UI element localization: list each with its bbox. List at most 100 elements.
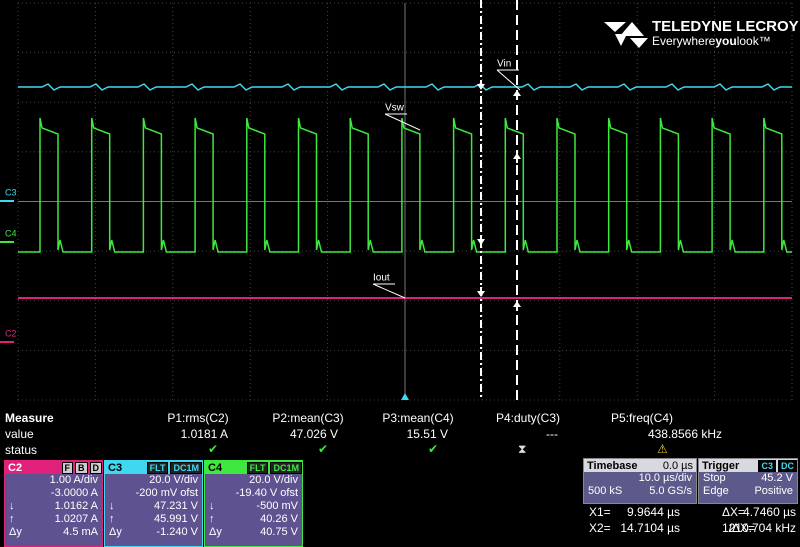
cursor-value: 1.0207 A [54,513,98,525]
row-label: value [5,427,34,441]
scope-display: Vin Vsw Iout C3 C4 C2 TELEDYNE LECROYEverywher… [0,0,799,401]
param-value: --- [546,427,558,441]
cursor-arrow-head [477,239,485,245]
channel-name: C4 [208,461,223,474]
logo-brand: TELEDYNE LECROY [652,18,799,35]
channel-offset: -3.0000 A [50,487,98,499]
cursor-symbol: ↑ [9,513,15,525]
cursor-readout: X2= [589,521,611,535]
trigger-key: Stop [703,472,726,484]
cursor-row: Δy 40.75 V [205,526,302,539]
timebase-rate: 5.0 GS/s [649,485,692,497]
cursor-value: 40.75 V [260,526,298,538]
timebase-box: Timebase 0.0 µs 10.0 µs/div 500 kS 5.0 GS/s [583,458,697,504]
tagline-part: you [715,34,736,48]
param-label: P4:duty(C3) [495,411,561,425]
param-status: ✔ [208,442,219,456]
cursor-row: ↑ 45.991 V [105,513,202,526]
timebase-row: 500 kS 5.0 GS/s [584,485,696,498]
cursor-symbol: ↑ [109,513,115,525]
channel-offset: -19.40 V ofst [235,487,298,499]
param-status: ⧗ [518,442,527,456]
param-value: 438.8566 kHz [647,427,722,441]
cursor-row: ↓ 1.0162 A [5,500,102,513]
cursor-symbol: Δy [9,526,22,538]
cursor-symbol: ↓ [109,500,115,512]
timebase-samples: 500 kS [588,485,623,497]
trigger-header: Trigger C3 DC [699,459,797,472]
cursor-value: 4.5 mA [63,526,98,538]
timebase-title: Timebase [587,459,638,472]
channel-tag: F [61,461,73,474]
channel-name: C2 [8,461,23,474]
cursor-row: ↑ 40.26 V [205,513,302,526]
cursor-readout: 1/ΔX= [722,521,756,535]
trace-label: Vsw [385,103,405,114]
trigger-source: C3 [758,459,776,472]
trigger-value: Positive [754,485,793,497]
channel-tag: DC1M [270,461,302,474]
cursor-readout: ΔX= [722,505,746,519]
cursor-arrow-head [477,84,485,90]
cursor-readout: 14.7104 µs [620,521,680,535]
channel-marker: C3 [5,187,17,197]
channel-box: C3 FLT DC1M 20.0 V/div -200 mV ofst ↓ 47.231 V… [104,460,203,547]
cursor-symbol: ↓ [9,500,15,512]
trigger-coupling: DC [778,459,797,472]
param-status: ⚠ [657,442,668,456]
param-label: P2:mean(C3) [272,411,344,425]
timebase-header: Timebase 0.0 µs [584,459,696,472]
channel-header: C3 FLT DC1M [105,461,202,474]
trace-label: Iout [373,273,390,284]
cursor-readout: 210.704 kHz [728,521,796,535]
channel-tag: B [75,461,88,474]
cursor-value: 45.991 V [153,513,198,525]
cursor-symbol: Δy [109,526,122,538]
trigger-value: 45.2 V [761,472,793,484]
label-leader [384,113,421,131]
channel-scale: 1.00 A/div [49,474,98,486]
cursor-row: ↑ 1.0207 A [5,513,102,526]
cursor-row: Δy -1.240 V [105,526,202,539]
cursor-readout: 4.7460 µs [743,505,796,519]
cursor-arrow-head [513,301,521,307]
label-leader [496,69,521,91]
channel-tag: D [89,461,102,474]
channel-marker: C2 [5,328,17,338]
param-value: 47.026 V [289,427,338,441]
channel-tag: FLT [146,461,169,474]
param-label: P1:rms(C2) [167,411,229,425]
cursor-readout: 9.9644 µs [627,505,680,519]
cursor-row: ↓ 47.231 V [105,500,202,513]
cursor-symbol: Δy [209,526,222,538]
cursor-symbol: ↑ [209,513,215,525]
cursor-row: ↓ -500 mV [205,500,302,513]
timebase-scale: 10.0 µs/div [638,472,692,484]
param-label: P5:freq(C4) [610,411,674,425]
tagline-part: Everywhere [652,34,716,48]
trigger-box: Trigger C3 DC Stop 45.2 V Edge Positive [698,458,798,504]
channel-tag: DC1M [170,461,202,474]
channel-scale: 20.0 V/div [249,474,298,486]
cursor-value: -500 mV [256,500,298,512]
channel-header: C2 F B D [5,461,102,474]
cursor-row: Δy 4.5 mA [5,526,102,539]
channel-tag: FLT [246,461,269,474]
cursor-value: 40.26 V [260,513,298,525]
trace-c4 [18,117,792,253]
param-value: 1.0181 A [180,427,228,441]
channel-box: C4 FLT DC1M 20.0 V/div -19.40 V ofst ↓ -500 mV… [204,460,303,547]
trigger-row: Edge Positive [699,485,797,498]
channel-offset: -200 mV ofst [135,487,198,499]
cursor-value: 1.0162 A [54,500,98,512]
param-status: ✔ [428,442,439,456]
trace-c3 [18,83,792,91]
trigger-marker [401,393,409,400]
logo-tagline: Everywhereyoulook™ [652,34,771,48]
channel-box: C2 F B D 1.00 A/div -3.0000 A ↓ 1.0162 A ↑ 1.0207… [4,460,103,547]
tagline-part: look™ [737,34,771,48]
param-label: P6:- - - [718,411,800,425]
logo-icon [604,22,648,48]
param-status: ✔ [318,442,329,456]
